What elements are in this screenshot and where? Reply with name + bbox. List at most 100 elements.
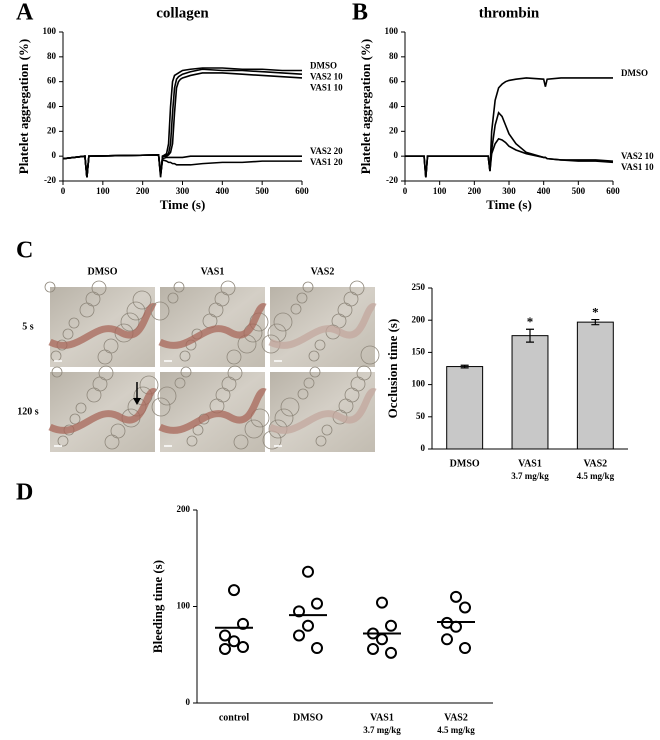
cell xyxy=(57,435,69,447)
cell xyxy=(120,312,140,332)
data-line xyxy=(62,154,302,178)
cell xyxy=(290,303,302,315)
x-tick-label: 200 xyxy=(468,186,482,196)
cell xyxy=(103,338,119,354)
vessel xyxy=(158,303,267,349)
cell xyxy=(250,408,270,428)
data-point xyxy=(385,619,397,632)
arrow-head xyxy=(133,398,141,405)
x-tick-label: VAS1 xyxy=(370,712,394,723)
significance-mark: * xyxy=(592,305,599,320)
cell xyxy=(62,328,74,340)
data-point xyxy=(450,590,462,603)
y-tick-label: 100 xyxy=(177,601,191,611)
series-label: VAS2 10 xyxy=(621,151,654,161)
x-tick-label: 0 xyxy=(61,186,66,196)
cell xyxy=(110,423,126,439)
series-label: DMSO xyxy=(310,61,337,71)
y-tick-label: -20 xyxy=(44,175,56,185)
cell xyxy=(75,402,87,414)
x-tick-label: 0 xyxy=(403,186,408,196)
y-tick-label: 20 xyxy=(389,125,399,135)
x-tick-label: DMSO xyxy=(293,712,323,723)
x-axis-label: Time (s) xyxy=(160,197,206,212)
cell xyxy=(179,350,191,362)
y-tick-label: 0 xyxy=(186,697,191,707)
vessel xyxy=(48,303,157,349)
cell xyxy=(167,292,179,304)
series-label: VAS1 20 xyxy=(310,157,343,167)
data-point xyxy=(237,641,249,654)
cell xyxy=(132,290,152,310)
data-point xyxy=(219,642,231,655)
cell xyxy=(280,397,300,417)
y-tick-label: 40 xyxy=(389,101,399,111)
y-tick-label: 100 xyxy=(385,26,399,36)
data-point xyxy=(311,597,323,610)
cell xyxy=(308,350,320,362)
y-tick-label: 60 xyxy=(47,76,57,86)
x-tick-label: 200 xyxy=(136,186,150,196)
cell xyxy=(273,312,293,332)
data-point xyxy=(219,629,231,642)
cell xyxy=(91,280,107,296)
data-point xyxy=(293,605,305,618)
cell xyxy=(303,377,315,389)
cell xyxy=(180,366,192,378)
y-tick-label: 60 xyxy=(389,76,399,86)
data-point xyxy=(450,620,462,633)
error-bar xyxy=(460,364,469,369)
data-point xyxy=(376,596,388,609)
x-tick-sublabel: 4.5 mg/kg xyxy=(437,725,475,735)
cell xyxy=(244,419,264,439)
data-point xyxy=(376,633,388,646)
data-point xyxy=(459,601,471,614)
x-tick-label: 400 xyxy=(216,186,230,196)
cell xyxy=(44,281,56,293)
vessel xyxy=(158,388,267,434)
cell xyxy=(233,434,249,450)
vessel xyxy=(268,303,377,349)
cell xyxy=(315,435,327,447)
x-tick-label: 100 xyxy=(96,186,110,196)
cell xyxy=(151,397,171,417)
x-tick-sublabel: 3.7 mg/kg xyxy=(363,725,401,735)
chart-title: collagen xyxy=(156,5,209,21)
data-point xyxy=(237,617,249,630)
data-point xyxy=(385,646,397,659)
x-tick-label: 500 xyxy=(572,186,586,196)
x-tick-label: 100 xyxy=(433,186,447,196)
data-point xyxy=(441,633,453,646)
cell xyxy=(69,413,81,425)
cell xyxy=(321,424,333,436)
data-line xyxy=(62,154,302,178)
error-bar xyxy=(526,328,534,343)
y-axis-label: Platelet aggregation (%) xyxy=(358,39,373,175)
x-tick-label: control xyxy=(219,712,250,723)
bar xyxy=(576,321,614,450)
column-label: VAS2 xyxy=(311,266,335,277)
chart-title: thrombin xyxy=(479,5,540,21)
series-label: VAS1 10 xyxy=(310,83,343,93)
cell xyxy=(227,365,243,381)
y-tick-label: 0 xyxy=(394,150,399,160)
vessel xyxy=(48,388,157,434)
data-point xyxy=(302,565,314,578)
series-label: VAS2 20 xyxy=(310,146,343,156)
cell xyxy=(173,281,185,293)
y-tick-label: 150 xyxy=(412,346,426,356)
significance-mark: * xyxy=(527,314,534,329)
data-point xyxy=(293,629,305,642)
panel-letter: A xyxy=(16,0,34,26)
x-tick-label: 300 xyxy=(502,186,516,196)
cell xyxy=(98,365,114,381)
x-tick-label: 300 xyxy=(176,186,190,196)
cell xyxy=(309,366,321,378)
x-tick-label: 500 xyxy=(255,186,269,196)
x-tick-sublabel: 4.5 mg/kg xyxy=(577,471,615,481)
cell xyxy=(349,280,365,296)
y-tick-label: 100 xyxy=(43,26,57,36)
cell xyxy=(174,377,186,389)
error-bar xyxy=(591,318,600,326)
